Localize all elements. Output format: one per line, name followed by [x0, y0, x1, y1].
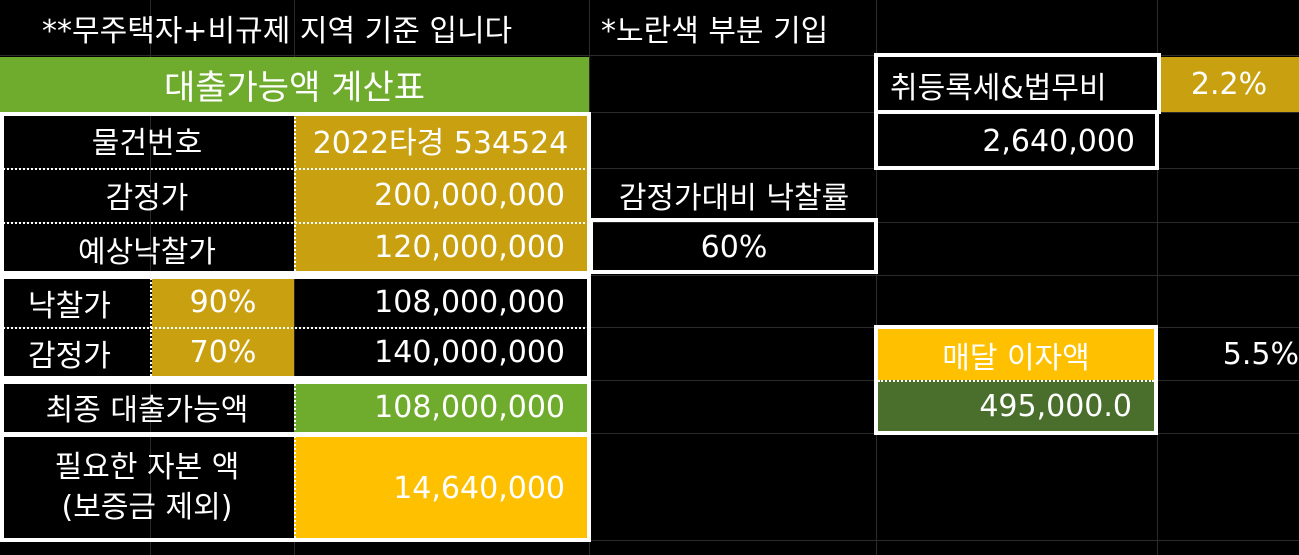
- required-capital-label-line2: (보증금 제외): [61, 490, 233, 525]
- expected-bid-label: 예상낙찰가: [78, 234, 216, 270]
- note-yellow-input: *노란색 부분 기입: [601, 13, 829, 49]
- final-loan-label: 최종 대출가능액: [45, 393, 249, 428]
- final-loan-amount: 108,000,000: [294, 381, 587, 433]
- property-no-label: 물건번호: [91, 126, 203, 161]
- page-title: 대출가능액 계산표: [0, 57, 589, 112]
- appraisal-label: 감정가: [105, 181, 189, 216]
- required-capital-label: 필요한 자본 액 (보증금 제외): [0, 436, 294, 540]
- appraisal-input[interactable]: 200,000,000: [294, 168, 587, 222]
- acquisition-tax-amount: 2,640,000: [982, 123, 1135, 159]
- monthly-interest-label: 매달 이자액: [878, 329, 1154, 380]
- monthly-interest-amount: 495,000.0: [878, 380, 1154, 433]
- monthly-interest-rate: 5.5%: [1222, 337, 1299, 372]
- appraisal-ltv-amount: 140,000,000: [374, 335, 565, 370]
- acquisition-tax-label: 취등록세&법무비: [890, 70, 1107, 106]
- bid-ratio-label: 감정가대비 낙찰률: [618, 181, 850, 216]
- bid-price-ltv-percent-input[interactable]: 90%: [152, 278, 294, 327]
- appraisal-ltv-label: 감정가: [28, 338, 111, 374]
- note-no-house-nonregulated: **무주택자+비규제 지역 기준 입니다: [42, 13, 513, 49]
- required-capital-label-line1: 필요한 자본 액: [54, 450, 240, 485]
- appraisal-ltv-percent-input[interactable]: 70%: [152, 327, 294, 378]
- property-no-input[interactable]: 2022타경 534524: [294, 112, 587, 168]
- bid-price-ltv-amount: 108,000,000: [374, 285, 565, 320]
- bid-ratio-value: 60%: [700, 229, 768, 265]
- required-capital-amount: 14,640,000: [294, 436, 587, 540]
- acquisition-tax-rate-input[interactable]: 2.2%: [1159, 57, 1299, 112]
- expected-bid-input[interactable]: 120,000,000: [294, 222, 587, 272]
- bid-price-ltv-label: 낙찰가: [28, 288, 111, 324]
